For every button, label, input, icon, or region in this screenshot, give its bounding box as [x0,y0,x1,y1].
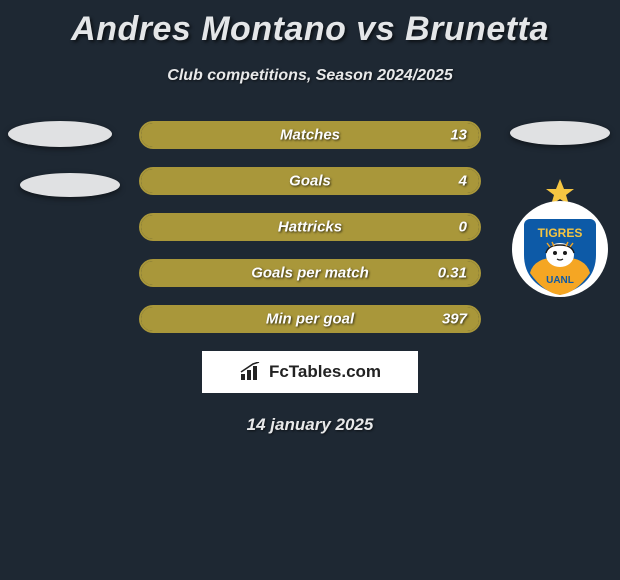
date-text: 14 january 2025 [0,415,620,435]
stat-bar-goals: Goals 4 [139,167,481,195]
page-title: Andres Montano vs Brunetta [0,0,620,49]
page-subtitle: Club competitions, Season 2024/2025 [0,67,620,85]
left-ellipse-bottom [20,173,120,197]
stat-bar-min-per-goal: Min per goal 397 [139,305,481,333]
badge-sub-text: UANL [546,275,574,286]
right-ellipse-top [510,121,610,145]
stat-bar-goals-per-match: Goals per match 0.31 [139,259,481,287]
chart-icon [239,362,265,382]
stat-label: Goals per match [251,265,369,282]
stat-value: 4 [459,173,467,190]
stat-value: 0.31 [438,265,467,282]
badge-team-text: TIGRES [538,226,583,240]
stat-label: Hattricks [278,219,342,236]
stat-bar-matches: Matches 13 [139,121,481,149]
stat-bars: Matches 13 Goals 4 Hattricks 0 Goals per… [139,121,481,333]
stat-label: Min per goal [266,311,354,328]
comparison-stage: TIGRES UANL Matches 13 Goals 4 Hattric [0,121,620,333]
stat-value: 397 [442,311,467,328]
stat-label: Goals [289,173,331,190]
stat-bar-hattricks: Hattricks 0 [139,213,481,241]
stat-value: 0 [459,219,467,236]
brand-text: FcTables.com [269,362,381,382]
stat-value: 13 [450,127,467,144]
club-badge-tigres: TIGRES UANL [510,177,610,297]
brand-logo-box: FcTables.com [202,351,418,393]
left-ellipse-top [8,121,112,147]
stat-label: Matches [280,127,340,144]
